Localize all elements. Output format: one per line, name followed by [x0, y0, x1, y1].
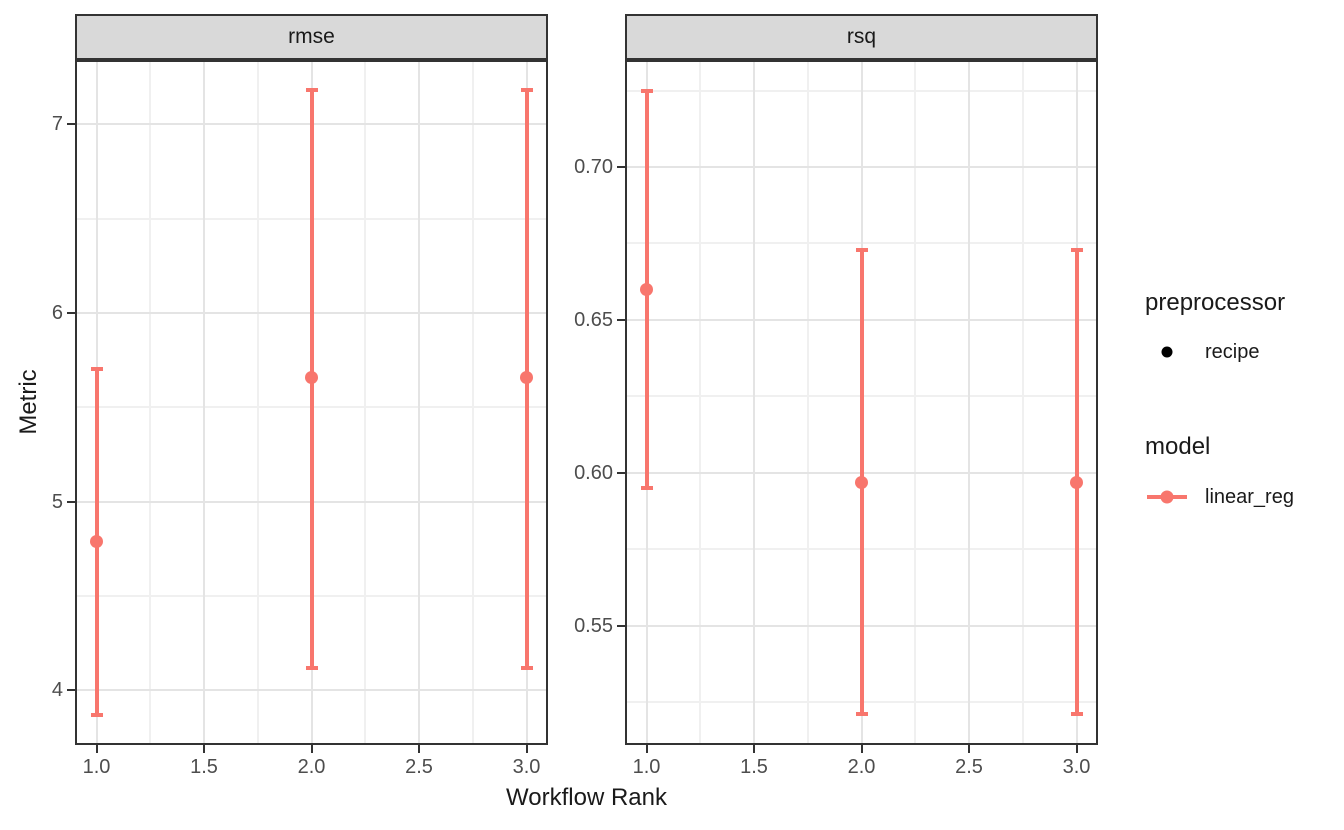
data-point [520, 370, 533, 384]
x-axis-tick-label: 1.5 [190, 756, 218, 778]
legend-title-model: model [1145, 433, 1211, 460]
gridline-major-y [625, 166, 1098, 169]
facet-strip-rsq: rsq [625, 14, 1098, 60]
x-axis-tick [310, 745, 313, 753]
x-axis-tick-label: 3.0 [512, 756, 541, 778]
x-axis-tick-label: 2.0 [297, 756, 326, 778]
x-axis-tick [525, 745, 528, 753]
error-bar-cap-bottom [1070, 712, 1083, 717]
y-axis-tick-label: 0.65 [574, 308, 613, 331]
line-point-key-icon [1147, 483, 1187, 511]
x-axis-tick-label: 2.0 [847, 756, 876, 778]
error-bar-cap-top [305, 88, 318, 93]
x-axis-tick-label: 1.0 [82, 756, 111, 778]
facet-strip-label: rsq [846, 25, 877, 48]
x-axis-tick [1075, 745, 1078, 753]
data-point [90, 534, 103, 548]
y-axis-tick-label: 0.60 [574, 461, 613, 484]
error-bar-cap-bottom [90, 712, 103, 717]
y-axis-tick-label: 0.55 [574, 614, 613, 637]
y-axis-tick [67, 123, 75, 126]
x-axis-tick-label: 2.5 [955, 756, 983, 778]
y-axis-tick [67, 500, 75, 503]
x-axis-title: Workflow Rank [506, 784, 667, 811]
x-axis-tick [968, 745, 970, 753]
legend-item-label: linear_reg [1205, 485, 1294, 508]
data-point [1070, 475, 1083, 489]
y-axis-tick [67, 689, 75, 692]
error-bar-cap-top [640, 88, 653, 93]
gridline-minor-x [256, 60, 259, 745]
legend-item-linear-reg: linear_reg [1147, 483, 1294, 511]
x-axis-tick [645, 745, 648, 753]
error-bar-cap-bottom [520, 665, 533, 670]
x-axis-tick [203, 745, 205, 753]
y-axis-tick-label: 7 [51, 113, 63, 136]
legend-item-recipe: recipe [1147, 338, 1259, 366]
data-point [640, 282, 653, 296]
gridline-major-x [203, 60, 205, 745]
legend-title-preprocessor: preprocessor [1145, 289, 1286, 316]
y-axis-tick [67, 311, 75, 314]
gridline-major-y [75, 689, 548, 692]
gridline-minor-x [1021, 60, 1024, 745]
y-axis-tick-label: 4 [51, 679, 63, 702]
point-key-icon [1147, 338, 1187, 366]
y-axis-tick-label: 5 [51, 490, 63, 513]
y-axis-tick [617, 624, 625, 627]
gridline-minor-x [806, 60, 809, 745]
gridline-minor-x [149, 60, 152, 745]
legend-item-label: recipe [1205, 340, 1260, 363]
y-axis-tick-label: 6 [51, 301, 63, 324]
gridline-minor-x [699, 60, 702, 745]
x-axis-tick-label: 1.5 [740, 756, 768, 778]
y-axis-tick [617, 318, 625, 321]
y-axis-title: Metric [15, 369, 42, 435]
x-axis-tick [860, 745, 863, 753]
error-bar-cap-bottom [305, 665, 318, 670]
data-point [855, 475, 868, 489]
data-point [305, 370, 318, 384]
gridline-minor-x [914, 60, 917, 745]
x-axis-tick-label: 2.5 [405, 756, 433, 778]
gridline-major-x [753, 60, 755, 745]
x-axis-tick [95, 745, 98, 753]
gridline-major-x [418, 60, 420, 745]
x-axis-tick-label: 3.0 [1062, 756, 1091, 778]
error-bar-cap-top [1070, 247, 1083, 252]
error-bar-cap-top [855, 247, 868, 252]
gridline-major-x [968, 60, 970, 745]
error-bar-cap-top [520, 88, 533, 93]
x-axis-tick-label: 1.0 [632, 756, 661, 778]
error-bar-cap-bottom [855, 712, 868, 717]
y-axis-tick-label: 0.70 [574, 156, 613, 179]
gridline-minor-x [471, 60, 474, 745]
facet-strip-label: rmse [288, 25, 335, 48]
facet-panel-rmse [75, 60, 548, 745]
error-bar-cap-top [90, 367, 103, 372]
error-bar-cap-bottom [640, 486, 653, 491]
x-axis-tick [418, 745, 420, 753]
y-axis-tick [617, 471, 625, 474]
gridline-minor-x [364, 60, 367, 745]
y-axis-tick [617, 166, 625, 169]
facet-strip-rmse: rmse [75, 14, 548, 60]
x-axis-tick [753, 745, 755, 753]
facet-panel-rsq [625, 60, 1098, 745]
